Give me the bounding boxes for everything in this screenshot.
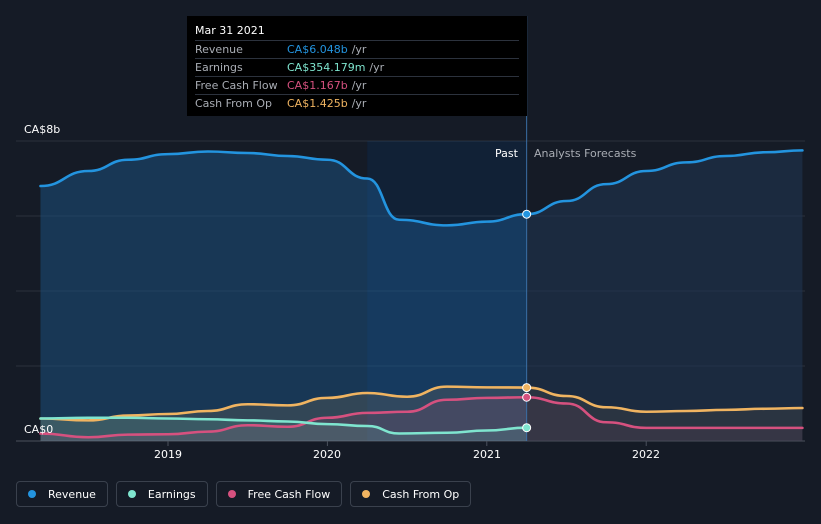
legend-item-earnings[interactable]: Earnings — [115, 481, 208, 507]
legend-dot-icon — [227, 490, 236, 498]
series-line-forecast-cash-from-op — [525, 386, 804, 414]
tooltip-value: CA$354.179m — [287, 61, 366, 74]
past-overlay — [367, 141, 527, 441]
legend-dot-icon — [28, 490, 36, 498]
tooltip-row-earnings: Earnings CA$354.179m /yr — [195, 58, 519, 76]
series-area-free-cash-flow — [40, 397, 527, 441]
series-area-forecast-free-cash-flow — [526, 397, 803, 441]
legend-item-cash-from-op[interactable]: Cash From Op — [350, 481, 472, 507]
tooltip-unit: /yr — [351, 79, 367, 92]
legend-item-free-cash-flow[interactable]: Free Cash Flow — [215, 481, 343, 507]
tooltip-row-cash-from-op: Cash From Op CA$1.425b /yr — [195, 94, 519, 112]
tooltip-value: CA$1.167b — [287, 79, 348, 92]
legend-label: Earnings — [147, 487, 196, 501]
y-axis-label-bottom: CA$0 — [24, 423, 54, 436]
revenue-area-past — [40, 151, 527, 441]
series-line-forecast-free-cash-flow — [525, 395, 804, 430]
marker-free-cash-flow — [522, 392, 532, 402]
forecast-label: Analysts Forecasts — [534, 147, 637, 160]
legend-dot-icon — [362, 490, 371, 498]
tooltip-value: CA$1.425b — [287, 97, 348, 110]
tooltip-row-revenue: Revenue CA$6.048b /yr — [195, 40, 519, 58]
tooltip-row-free-cash-flow: Free Cash Flow CA$1.167b /yr — [195, 76, 519, 94]
tooltip-unit: /yr — [351, 43, 367, 56]
tooltip-value: CA$6.048b — [287, 43, 348, 56]
series-line-earnings — [39, 416, 528, 435]
marker-cash-from-op — [522, 383, 532, 393]
tooltip: Mar 31 2021 Revenue CA$6.048b /yr Earnin… — [187, 16, 527, 116]
marker-revenue — [522, 209, 532, 219]
tooltip-label: Earnings — [195, 61, 243, 74]
series-area-cash-from-op — [40, 386, 527, 441]
legend: Revenue Earnings Free Cash Flow Cash Fro… — [16, 481, 472, 507]
legend-label: Revenue — [48, 487, 96, 501]
series-line-cash-from-op — [39, 385, 528, 422]
y-axis-label-top: CA$8b — [24, 123, 61, 136]
tooltip-label: Free Cash Flow — [195, 79, 278, 92]
legend-label: Cash From Op — [382, 487, 460, 501]
marker-earnings — [522, 423, 532, 433]
tooltip-unit: /yr — [351, 97, 367, 110]
x-tick-2021: 2021 — [473, 448, 501, 461]
series-line-free-cash-flow — [39, 395, 528, 439]
legend-label: Free Cash Flow — [247, 487, 331, 501]
past-label: Past — [495, 147, 518, 160]
revenue-area-forecast — [526, 150, 803, 441]
tooltip-label: Revenue — [195, 43, 243, 56]
x-tick-2022: 2022 — [632, 448, 660, 461]
tooltip-label: Cash From Op — [195, 97, 273, 110]
series-line-forecast-revenue — [525, 149, 804, 216]
legend-dot-icon — [127, 490, 136, 498]
tooltip-date: Mar 31 2021 — [195, 24, 265, 37]
x-tick-2020: 2020 — [313, 448, 341, 461]
series-line-revenue — [39, 150, 528, 227]
tooltip-unit: /yr — [369, 61, 385, 74]
x-tick-2019: 2019 — [154, 448, 182, 461]
legend-item-revenue[interactable]: Revenue — [16, 481, 108, 507]
